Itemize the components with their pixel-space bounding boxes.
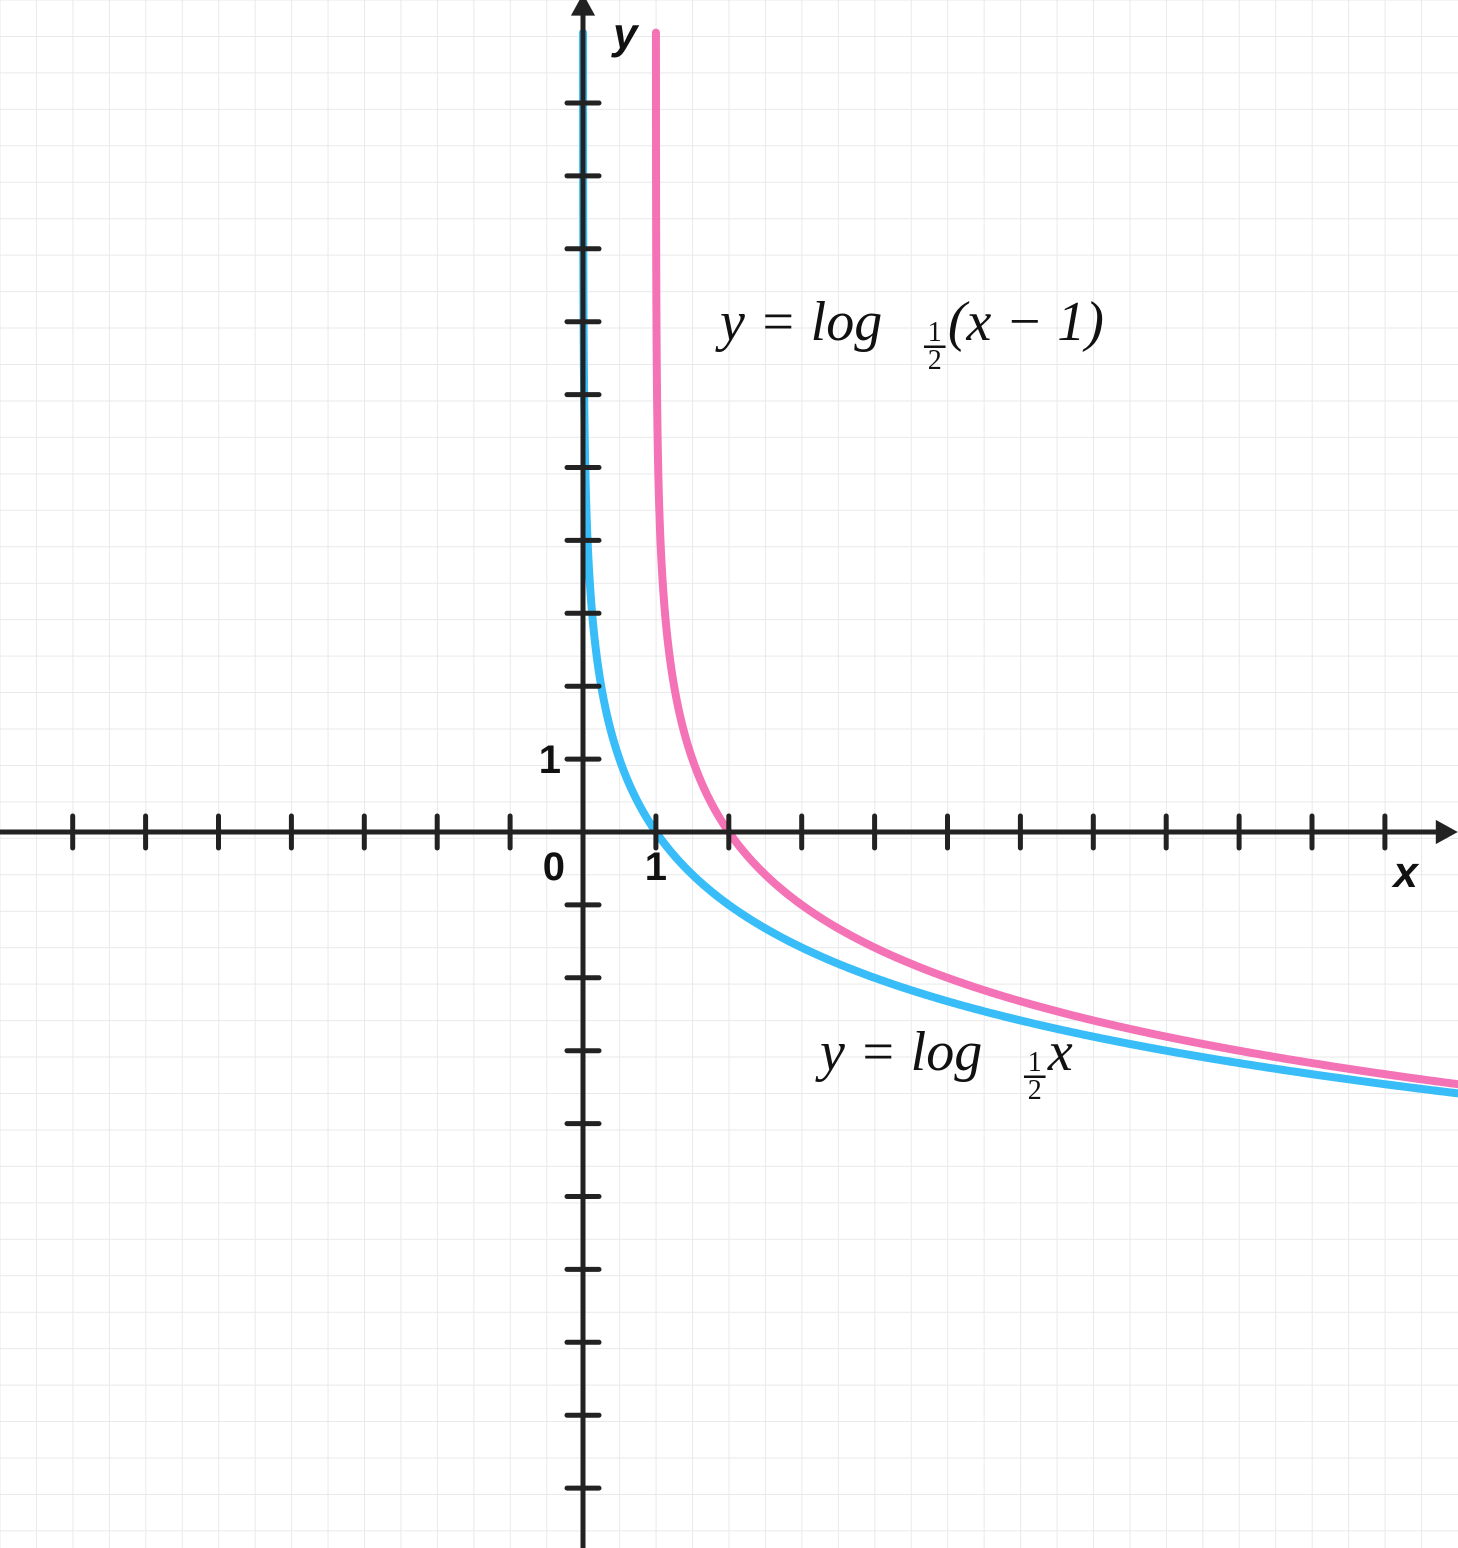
x-axis-label: x xyxy=(1391,848,1419,897)
y-tick-1-label: 1 xyxy=(539,738,561,782)
origin-label: 0 xyxy=(543,845,565,889)
grid xyxy=(0,0,1458,1548)
y-axis-label: y xyxy=(611,10,640,59)
x-tick-1-label: 1 xyxy=(645,845,667,889)
log-chart: yx011y = log12(x − 1)y = log12x xyxy=(0,0,1458,1548)
